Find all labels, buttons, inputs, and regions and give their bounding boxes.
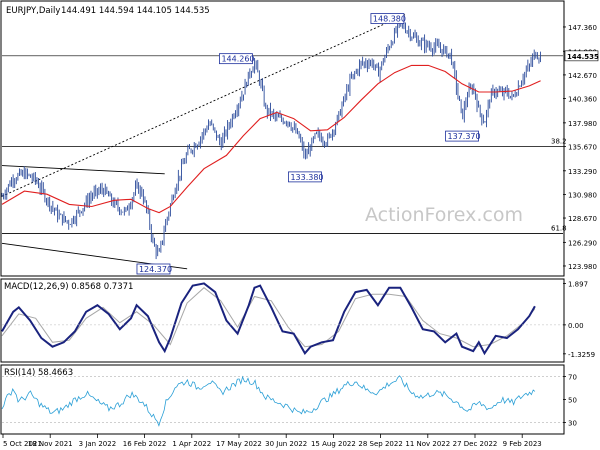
price-label-box	[288, 171, 322, 183]
rsi-title: RSI(14) 58.4663	[4, 368, 73, 378]
macd-pane	[0, 278, 565, 363]
ohlc-values: 144.491 144.594 144.105 144.535	[61, 6, 210, 16]
last-price-label: 144.535	[567, 53, 599, 61]
x-tick-label: 9 Feb 2023	[503, 440, 542, 448]
x-tick-label: 16 Feb 2022	[123, 440, 167, 448]
x-tick-label: 28 Sep 2022	[358, 440, 402, 448]
macd-signal-line	[1, 287, 536, 348]
fib-label-61.8: 61.8	[551, 225, 567, 233]
macd-tick-label: 1.897	[568, 280, 588, 288]
price-tick-label: 133.290	[568, 168, 597, 176]
moving-average-line	[1, 64, 541, 214]
price-label: 133.380	[290, 173, 323, 182]
price-tick-label: 130.980	[568, 191, 597, 199]
price-tick-label: 147.360	[568, 24, 597, 32]
rsi-tick-label: 70	[568, 374, 577, 382]
x-tick-label: 3 Jan 2022	[79, 440, 117, 448]
price-label: 144.260	[221, 55, 254, 64]
macd-title: MACD(12,26,9) 0.8568 0.7371	[4, 282, 133, 292]
price-label-box	[445, 130, 479, 142]
macd-tick-label: -1.3259	[568, 351, 595, 359]
rsi-tick-label: 30	[568, 420, 577, 428]
watermark: ActionForex.com	[365, 204, 523, 226]
price-label: 137.370	[448, 132, 481, 141]
price-tick-label: 142.670	[568, 72, 597, 80]
price-title: EURJPY,Daily	[6, 6, 60, 16]
price-label-box	[219, 53, 253, 65]
price-tick-label: 123.980	[568, 263, 597, 271]
price-label: 148.380	[373, 15, 406, 24]
trendline-2	[1, 13, 407, 197]
x-tick-label: 5 Oct 2021	[3, 440, 42, 448]
price-tick-label: 140.360	[568, 96, 597, 104]
x-tick-label: 30 Jun 2022	[265, 440, 307, 448]
price-label-box	[136, 263, 171, 275]
rsi-line	[1, 375, 536, 427]
price-tick-label: 135.670	[568, 143, 597, 151]
x-tick-label: 1 Apr 2022	[172, 440, 211, 448]
trendline-0	[1, 165, 165, 175]
macd-tick-label: 0.00	[568, 322, 584, 330]
last-price-box	[564, 50, 599, 62]
rsi-pane	[0, 364, 565, 435]
rsi-tick-label: 50	[568, 397, 577, 405]
price-tick-label: 126.290	[568, 239, 597, 247]
x-tick-label: 17 May 2022	[216, 440, 262, 448]
x-tick-label: 27 Dec 2022	[453, 440, 498, 448]
price-label-box	[370, 13, 405, 24]
x-tick-label: 18 Nov 2021	[28, 440, 73, 448]
x-tick-label: 11 Nov 2022	[405, 440, 450, 448]
price-tick-label: 128.670	[568, 215, 597, 223]
macd-line	[1, 282, 536, 356]
fib-label-38.2: 38.2	[551, 137, 567, 145]
price-label: 124.370	[139, 265, 172, 274]
price-tick-label: 137.980	[568, 120, 597, 128]
x-tick-label: 15 Aug 2022	[311, 440, 356, 448]
